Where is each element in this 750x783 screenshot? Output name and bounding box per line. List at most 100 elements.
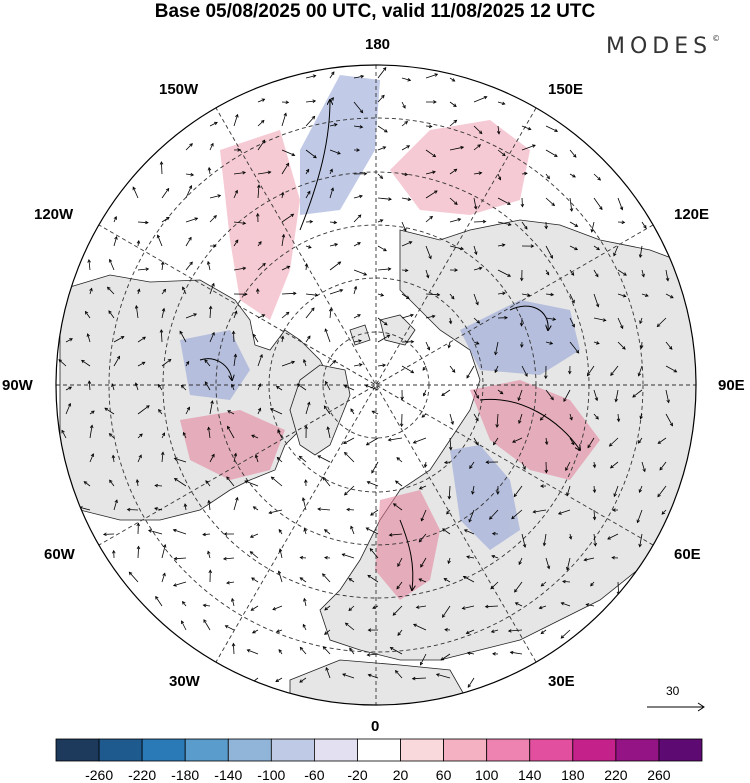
wind-vector-head bbox=[526, 293, 531, 297]
wind-vector-head bbox=[504, 316, 508, 320]
wind-vector bbox=[353, 269, 367, 276]
wind-vector-head bbox=[304, 262, 309, 267]
wind-vector-head bbox=[108, 310, 112, 314]
wind-vector bbox=[584, 557, 595, 561]
wind-vector bbox=[587, 437, 595, 448]
wind-vector-head bbox=[299, 577, 304, 581]
wind-vector bbox=[209, 215, 217, 223]
wind-vector bbox=[493, 437, 499, 445]
wind-vector-head bbox=[303, 597, 307, 602]
wind-vector-head bbox=[309, 220, 314, 224]
wind-vector bbox=[593, 269, 599, 277]
wind-vector bbox=[401, 121, 408, 127]
wind-vector bbox=[276, 386, 283, 391]
wind-vector bbox=[113, 336, 124, 343]
wind-vector bbox=[137, 454, 142, 463]
wind-vector-head bbox=[638, 489, 642, 493]
wind-vector bbox=[401, 241, 412, 247]
wind-vector-head bbox=[207, 166, 212, 171]
wind-vector bbox=[533, 509, 547, 513]
wind-vector bbox=[281, 292, 296, 295]
wind-vector bbox=[205, 480, 211, 487]
wind-vector-head bbox=[207, 426, 211, 431]
wind-vector bbox=[497, 173, 501, 180]
wind-vector-head bbox=[280, 191, 285, 196]
wind-vector bbox=[545, 245, 553, 259]
wind-vector bbox=[377, 334, 390, 343]
wind-vector-head bbox=[138, 454, 142, 459]
colorbar-swatch bbox=[184, 738, 229, 762]
wind-vector bbox=[377, 67, 387, 79]
lon-label-60e: 60E bbox=[674, 546, 701, 563]
wind-vector bbox=[137, 433, 143, 439]
wind-vector bbox=[491, 629, 499, 633]
wind-vector-head bbox=[388, 197, 392, 201]
wind-vector-head bbox=[244, 292, 248, 296]
wind-vector bbox=[401, 145, 410, 151]
wind-vector-head bbox=[161, 307, 166, 312]
wind-vector-head bbox=[231, 330, 236, 335]
wind-vector-head bbox=[106, 286, 111, 291]
wind-vector-head bbox=[304, 479, 308, 483]
wind-vector-head bbox=[341, 553, 346, 557]
wind-vector bbox=[610, 461, 619, 469]
wind-vector bbox=[278, 649, 283, 655]
wind-vector bbox=[174, 478, 187, 487]
wind-vector bbox=[449, 197, 458, 205]
wind-vector bbox=[257, 383, 261, 391]
wind-vector bbox=[641, 341, 643, 349]
wind-vector-head bbox=[344, 622, 349, 627]
wind-vector-head bbox=[280, 335, 285, 340]
wind-vector bbox=[257, 185, 260, 199]
wind-vector-head bbox=[560, 635, 565, 639]
wind-vector-head bbox=[490, 629, 495, 633]
wind-vector bbox=[440, 653, 451, 661]
wind-vector bbox=[275, 677, 283, 682]
wind-vector-head bbox=[568, 370, 572, 375]
wind-vector bbox=[497, 292, 506, 295]
colorbar-swatch bbox=[98, 738, 143, 762]
wind-vector-head bbox=[112, 549, 116, 554]
wind-vector-head bbox=[571, 299, 575, 304]
wind-vector-head bbox=[353, 285, 358, 290]
wind-vector-head bbox=[397, 563, 401, 567]
wind-vector bbox=[412, 677, 427, 680]
colorbar-swatch bbox=[443, 738, 488, 762]
wind-vector bbox=[173, 581, 187, 586]
wind-vector bbox=[322, 573, 331, 583]
wind-vector bbox=[223, 557, 235, 560]
wind-vector bbox=[367, 653, 379, 656]
wind-vector bbox=[148, 529, 163, 535]
wind-vector-head bbox=[278, 649, 282, 653]
wind-vector-head bbox=[370, 512, 374, 516]
wind-vector bbox=[185, 217, 198, 223]
wind-vector-head bbox=[139, 433, 143, 438]
wind-vector bbox=[208, 427, 211, 439]
wind-vector-head bbox=[637, 440, 642, 444]
wind-vector-head bbox=[622, 294, 627, 298]
wind-vector bbox=[342, 673, 355, 679]
wind-vector bbox=[518, 557, 523, 565]
wind-vector bbox=[299, 577, 307, 583]
streamline-3 bbox=[479, 398, 580, 450]
wind-vector-head bbox=[233, 452, 238, 457]
wind-vector-head bbox=[67, 402, 72, 407]
colorbar-swatch bbox=[357, 738, 401, 762]
wind-vector-head bbox=[607, 536, 611, 540]
wind-vector bbox=[569, 197, 573, 212]
wind-vector-head bbox=[621, 220, 626, 225]
wind-vector bbox=[329, 169, 333, 175]
wind-vector-head bbox=[544, 469, 549, 474]
wind-vector-head bbox=[491, 555, 496, 559]
wind-vector bbox=[495, 341, 499, 355]
lon-label-150e: 150E bbox=[548, 81, 584, 98]
wind-vector-head bbox=[291, 360, 296, 365]
wind-vector-head bbox=[426, 346, 431, 351]
wind-vector bbox=[161, 544, 166, 559]
wind-vector-head bbox=[594, 397, 599, 402]
positive-anomaly-hudson bbox=[180, 410, 285, 480]
wind-vector bbox=[425, 171, 436, 175]
wind-vector-head bbox=[234, 239, 239, 244]
wind-vector bbox=[137, 361, 145, 367]
wind-vector-head bbox=[396, 585, 400, 590]
